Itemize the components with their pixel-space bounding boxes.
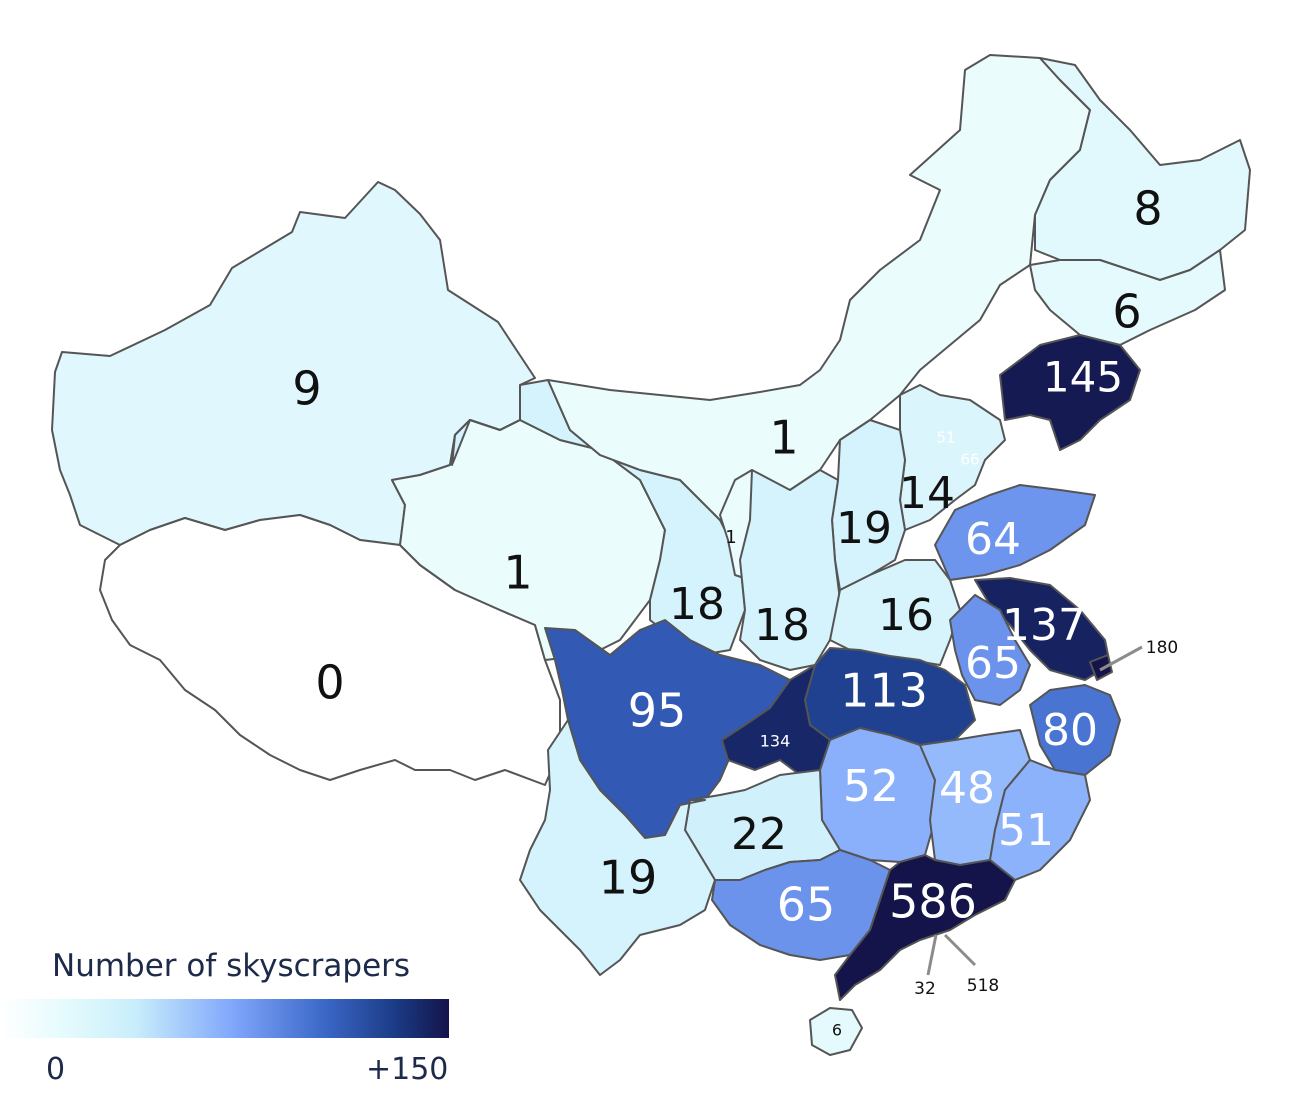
label-qinghai: 1 bbox=[503, 546, 532, 600]
label-hubei: 113 bbox=[840, 664, 928, 718]
leader-line-shenzhen bbox=[943, 933, 977, 967]
label-sichuan: 95 bbox=[628, 684, 687, 738]
legend-max-label: +150 bbox=[366, 1052, 449, 1087]
region-fujian bbox=[989, 759, 1091, 881]
region-hainan bbox=[809, 1007, 863, 1056]
label-hunan: 52 bbox=[843, 761, 899, 812]
region-liaoning bbox=[999, 334, 1141, 451]
label-heilongjiang: 8 bbox=[1133, 182, 1162, 236]
label-gansu: 18 bbox=[669, 579, 725, 630]
label-guangxi: 65 bbox=[777, 878, 836, 932]
region-yunnan bbox=[519, 719, 716, 976]
label-guizhou: 22 bbox=[731, 809, 787, 860]
label-fujian: 51 bbox=[998, 805, 1054, 856]
region-shaanxi bbox=[739, 469, 841, 671]
label-xinjiang: 9 bbox=[292, 362, 321, 416]
label-yunnan: 19 bbox=[599, 851, 658, 905]
region-shanghai bbox=[1089, 654, 1113, 681]
region-zhejiang bbox=[1029, 684, 1121, 776]
legend-min-label: 0 bbox=[46, 1052, 66, 1087]
leader-line-hongkong bbox=[926, 934, 938, 976]
region-anhui bbox=[949, 594, 1031, 706]
region-tibet bbox=[99, 514, 561, 786]
label-chongqing: 134 bbox=[760, 732, 791, 751]
label-guangdong: 586 bbox=[889, 875, 977, 929]
region-shandong bbox=[934, 484, 1096, 581]
label-zhejiang: 80 bbox=[1042, 705, 1098, 756]
label-jiangxi: 48 bbox=[939, 763, 995, 814]
label-henan: 16 bbox=[878, 590, 934, 641]
legend-color-scale bbox=[0, 999, 449, 1038]
label-shandong: 64 bbox=[965, 514, 1021, 565]
label-jiangsu: 137 bbox=[1002, 600, 1086, 651]
label-tibet: 0 bbox=[315, 656, 344, 710]
leader-line-shanghai bbox=[1099, 645, 1143, 672]
legend-title: Number of skyscrapers bbox=[52, 948, 411, 984]
label-shenzhen: 518 bbox=[967, 976, 999, 996]
label-shanghai: 180 bbox=[1146, 638, 1178, 658]
region-gansu bbox=[451, 379, 746, 656]
label-shanxi: 19 bbox=[836, 503, 892, 554]
label-liaoning: 145 bbox=[1043, 353, 1123, 402]
region-jilin bbox=[1029, 249, 1226, 346]
label-beijing: 51 bbox=[936, 429, 955, 447]
label-anhui: 65 bbox=[965, 638, 1021, 689]
label-hainan: 6 bbox=[832, 1021, 842, 1040]
label-hongkong: 32 bbox=[914, 979, 936, 999]
label-hebei: 14 bbox=[899, 468, 955, 519]
region-inner-mongolia bbox=[547, 54, 1091, 531]
label-ningxia: 1 bbox=[725, 527, 736, 548]
label-jilin: 6 bbox=[1112, 285, 1141, 339]
label-inner-mongolia: 1 bbox=[769, 411, 798, 465]
label-shaanxi: 18 bbox=[754, 600, 810, 651]
region-chongqing bbox=[721, 664, 831, 776]
label-tianjin: 66 bbox=[960, 451, 979, 469]
